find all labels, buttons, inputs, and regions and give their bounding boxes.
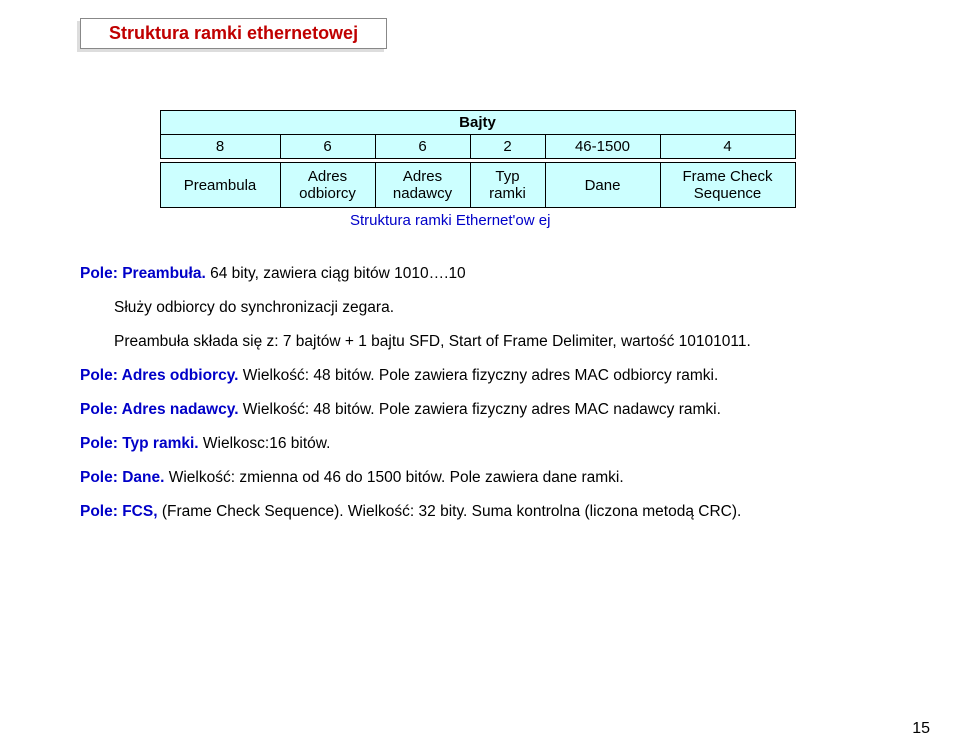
- table-caption: Struktura ramki Ethernet'ow ej: [350, 212, 550, 229]
- para-adres-odbiorcy: Pole: Adres odbiorcy. Wielkość: 48 bitów…: [80, 364, 880, 388]
- header-cell: Adresodbiorcy: [280, 163, 375, 208]
- header-cell: Adresnadawcy: [375, 163, 470, 208]
- bytes-cell: 46-1500: [545, 135, 660, 159]
- bytes-cell: 8: [160, 135, 280, 159]
- header-cell: Dane: [545, 163, 660, 208]
- bytes-label: Bajty: [160, 111, 795, 135]
- label-fcs: Pole: FCS,: [80, 503, 162, 520]
- para-adres-nadawcy: Pole: Adres nadawcy. Wielkość: 48 bitów.…: [80, 398, 880, 422]
- bytes-cell: 4: [660, 135, 795, 159]
- body-text: Pole: Preambuła. 64 bity, zawiera ciąg b…: [80, 262, 880, 534]
- ethernet-frame-table: Bajty 866246-15004 PreambulaAdresodbiorc…: [100, 110, 796, 208]
- label-typ-ramki: Pole: Typ ramki.: [80, 435, 199, 452]
- bytes-cell: 6: [375, 135, 470, 159]
- label-adres-nadawcy: Pole: Adres nadawcy.: [80, 401, 239, 418]
- para-dane: Pole: Dane. Wielkość: zmienna od 46 do 1…: [80, 466, 880, 490]
- bytes-cell: 6: [280, 135, 375, 159]
- para-preambula-line3: Preambuła składa się z: 7 bajtów + 1 baj…: [80, 330, 880, 354]
- label-preambula: Pole: Preambuła.: [80, 265, 206, 282]
- headers-row: PreambulaAdresodbiorcyAdresnadawcyTypram…: [100, 163, 795, 208]
- label-dane: Pole: Dane.: [80, 469, 164, 486]
- para-fcs: Pole: FCS, (Frame Check Sequence). Wielk…: [80, 500, 880, 524]
- para-typ-ramki: Pole: Typ ramki. Wielkosc:16 bitów.: [80, 432, 880, 456]
- page-title: Struktura ramki ethernetowej: [109, 23, 358, 43]
- para-preambula: Pole: Preambuła. 64 bity, zawiera ciąg b…: [80, 262, 880, 286]
- page-number: 15: [912, 720, 930, 738]
- bytes-cell: 2: [470, 135, 545, 159]
- header-cell: Frame CheckSequence: [660, 163, 795, 208]
- header-cell: Typramki: [470, 163, 545, 208]
- header-cell: Preambula: [160, 163, 280, 208]
- label-adres-odbiorcy: Pole: Adres odbiorcy.: [80, 367, 238, 384]
- page-title-box: Struktura ramki ethernetowej: [80, 18, 387, 49]
- bytes-row: 866246-15004: [100, 135, 795, 159]
- para-preambula-line2: Służy odbiorcy do synchronizacji zegara.: [80, 296, 880, 320]
- table-blank: [100, 111, 160, 135]
